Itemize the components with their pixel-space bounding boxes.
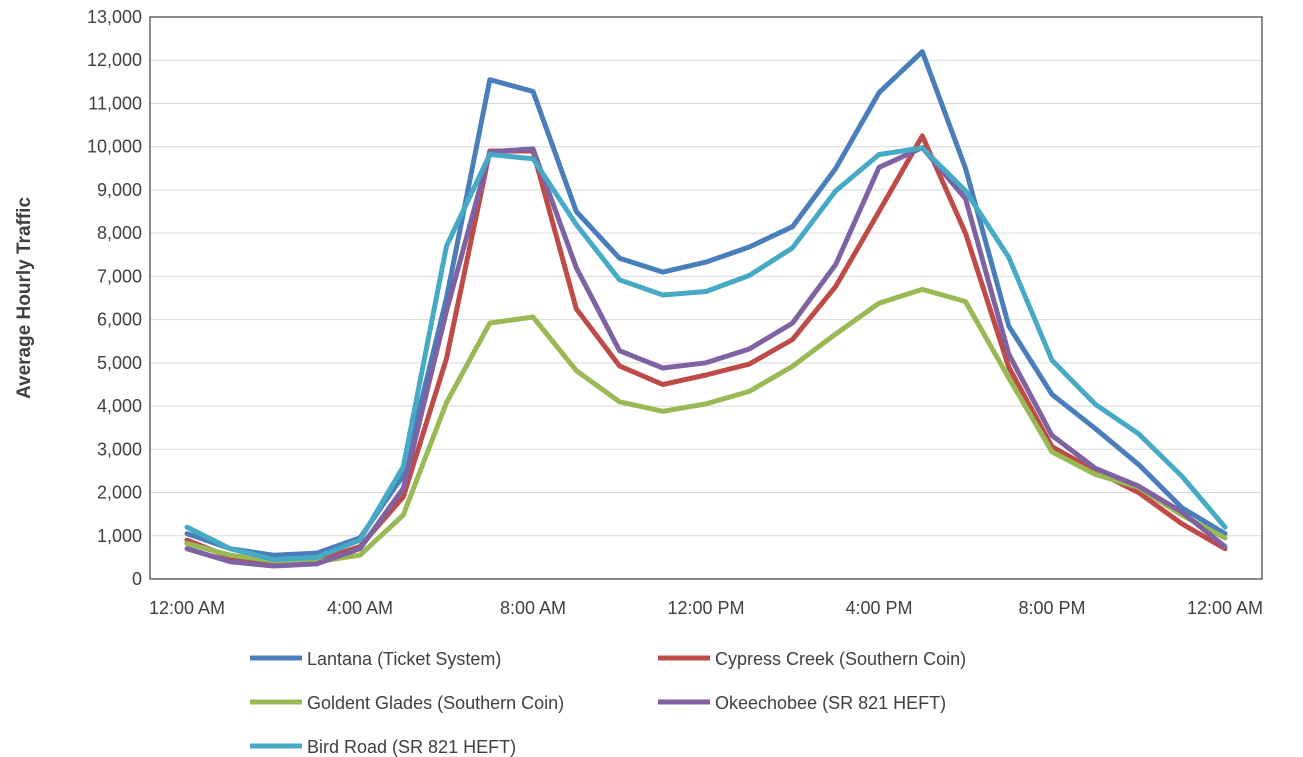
x-tick-label: 8:00 PM <box>1018 598 1085 618</box>
legend: Lantana (Ticket System) Cypress Creek (So… <box>250 649 966 757</box>
x-tick-label: 12:00 AM <box>149 598 225 618</box>
y-axis-label: Average Hourly Traffic <box>14 197 35 399</box>
x-tick-label: 4:00 AM <box>327 598 393 618</box>
y-tick-label: 11,000 <box>88 93 142 113</box>
x-tick-label: 8:00 AM <box>500 598 566 618</box>
y-tick-label: 5,000 <box>97 353 142 373</box>
y-tick-label: 0 <box>132 569 142 589</box>
legend-label: Lantana (Ticket System) <box>307 649 501 669</box>
y-tick-label: 1,000 <box>97 526 142 546</box>
legend-label: Okeechobee (SR 821 HEFT) <box>715 693 946 713</box>
legend-label: Bird Road (SR 821 HEFT) <box>307 737 516 757</box>
x-tick-label: 12:00 AM <box>1187 598 1263 618</box>
x-axis-ticks: 12:00 AM 4:00 AM 8:00 AM 12:00 PM 4:00 PM 8:0… <box>149 598 1263 618</box>
y-tick-label: 6,000 <box>97 310 142 330</box>
y-tick-label: 12,000 <box>87 50 142 70</box>
x-tick-label: 4:00 PM <box>845 598 912 618</box>
series-lines <box>184 49 1228 569</box>
series-line-3 <box>184 286 1228 565</box>
y-tick-label: 2,000 <box>97 483 142 503</box>
y-tick-label: 13,000 <box>87 7 142 27</box>
y-tick-label: 9,000 <box>97 180 142 200</box>
plot-frame <box>149 16 1263 580</box>
series-line-4 <box>184 145 1228 569</box>
y-tick-label: 4,000 <box>97 396 142 416</box>
y-axis-ticks: 0 1,000 2,000 3,000 4,000 5,000 6,000 7,000 8,00… <box>87 7 142 589</box>
y-tick-label: 3,000 <box>97 439 142 459</box>
x-tick-label: 12:00 PM <box>667 598 744 618</box>
legend-label: Cypress Creek (Southern Coin) <box>715 649 966 669</box>
y-tick-label: 7,000 <box>97 266 142 286</box>
legend-label: Goldent Glades (Southern Coin) <box>307 693 564 713</box>
y-tick-label: 10,000 <box>87 137 142 157</box>
y-tick-label: 8,000 <box>97 223 142 243</box>
series-line-1 <box>184 49 1228 558</box>
series-line-2 <box>184 133 1228 566</box>
gridlines <box>150 59 1262 537</box>
series-line-5 <box>184 145 1228 562</box>
